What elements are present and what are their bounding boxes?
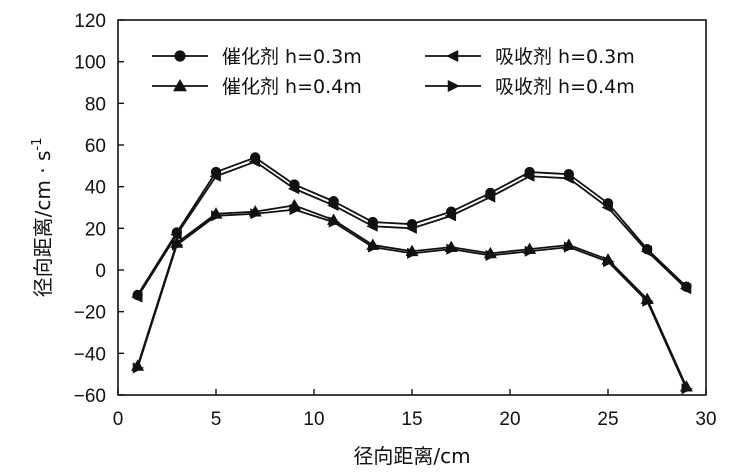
data-point-series-4 [642, 295, 654, 307]
data-point-series-2 [131, 291, 143, 303]
y-axis-title-superscript: -1 [30, 138, 45, 151]
y-tick-label: 120 [74, 11, 106, 32]
data-point-series-2 [170, 229, 182, 241]
data-point-series-4 [563, 241, 576, 253]
y-tick-label: 80 [85, 94, 106, 115]
y-axis-title-text: 径向距离/cm · s [31, 151, 55, 298]
y-tick-label: −40 [74, 344, 106, 365]
data-point-series-2 [483, 191, 496, 203]
y-axis-title: 径向距离/cm · s-1 [30, 138, 55, 298]
data-point-series-4 [211, 210, 223, 222]
y-tick-label: 60 [85, 136, 106, 157]
data-point-series-2 [248, 156, 261, 168]
data-point-series-4 [367, 241, 380, 253]
x-tick-label: 15 [401, 409, 422, 430]
data-point-series-4 [446, 243, 458, 255]
axis-ticks: 0 5 10 15 20 25 30 −60 −40 −20 0 20 40 60 80 100 120 [74, 11, 717, 430]
data-point-series-4 [681, 383, 693, 395]
series-line-4 [136, 208, 688, 390]
data-point-series-4 [485, 249, 497, 261]
data-point-series-4 [407, 247, 419, 259]
y-tick-label: −60 [74, 386, 106, 407]
legend: 催化剂 h=0.3m 吸收剂 h=0.3m 催化剂 h=0.4m 吸收剂 h=0.4m [152, 46, 635, 98]
x-tick-label: 0 [113, 409, 124, 430]
data-point-series-4 [328, 216, 341, 228]
series-markers [131, 152, 693, 395]
data-point-series-4 [524, 245, 537, 257]
legend-label: 吸收剂 h=0.3m [495, 46, 635, 68]
legend-label: 催化剂 h=0.4m [222, 76, 362, 98]
data-point-series-2 [601, 201, 613, 214]
x-axis-title: 径向距离/cm [353, 444, 470, 468]
data-point-series-2 [405, 222, 417, 234]
x-tick-label: 25 [597, 409, 618, 430]
data-point-series-2 [444, 210, 457, 222]
data-point-series-4 [171, 239, 184, 251]
y-tick-label: 100 [74, 53, 106, 74]
y-tick-label: 20 [85, 219, 106, 240]
y-tick-label: 0 [95, 261, 106, 282]
x-tick-label: 30 [695, 409, 716, 430]
legend-marker [174, 50, 186, 62]
data-point-series-4 [250, 208, 262, 220]
data-point-series-2 [366, 220, 378, 232]
data-point-series-2 [640, 245, 653, 257]
series-lines [136, 156, 688, 390]
x-tick-label: 5 [211, 409, 222, 430]
data-point-series-2 [287, 183, 300, 195]
data-point-series-2 [327, 199, 339, 211]
data-point-series-2 [523, 170, 535, 182]
y-tick-label: −20 [74, 303, 106, 324]
legend-label: 吸收剂 h=0.4m [495, 76, 635, 98]
series-line-3 [136, 204, 688, 388]
data-point-series-4 [289, 204, 301, 216]
legend-marker [447, 80, 460, 92]
data-point-series-4 [132, 362, 145, 374]
x-tick-label: 20 [499, 409, 520, 430]
y-tick-label: 40 [85, 178, 106, 199]
data-point-series-2 [209, 170, 221, 182]
legend-marker [446, 50, 459, 62]
legend-label: 催化剂 h=0.3m [222, 46, 362, 68]
data-point-series-4 [603, 256, 615, 268]
legend-marker [173, 79, 187, 92]
x-tick-label: 10 [303, 409, 324, 430]
data-point-series-2 [562, 172, 574, 184]
data-point-series-2 [679, 283, 692, 295]
